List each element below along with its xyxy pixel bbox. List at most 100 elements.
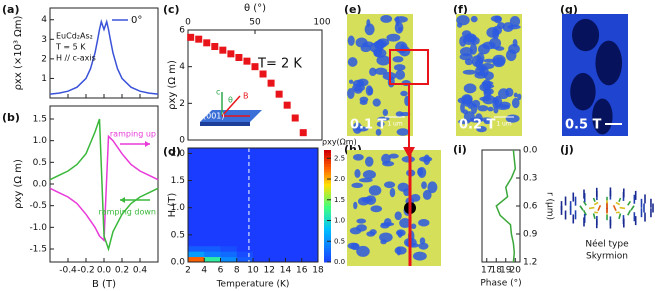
x-tick-label: -0.4 [59,266,77,276]
colorbar-segment [324,194,331,199]
y-tick-label: 0.0 [171,258,186,268]
mfm-domain [380,14,393,23]
colorbar-segment [324,242,331,246]
mfm-domain [517,93,522,101]
colorbar-segment [324,166,331,171]
mfm-domain [382,160,395,167]
panel-label: (g) [560,3,578,16]
heatmap-cell [301,256,319,263]
mfm-domain [592,98,613,135]
x-tick-label: 4 [201,266,207,276]
colorbar-segment [324,250,331,255]
x-tick-label: 0.0 [97,266,112,276]
colorbar-segment [324,175,331,179]
mfm-domain [358,178,373,183]
colorbar-segment [324,192,331,196]
y-tick-label: 0.5 [33,158,47,168]
mfm-domain [395,69,406,80]
mfm-domain [511,97,520,109]
panel-label: (c) [163,3,180,16]
mfm-domain [395,111,404,117]
mfm-domain [412,251,427,261]
mfm-domain [418,242,429,250]
x-tick-label: 8 [234,266,240,276]
y-tick-label: 0.5 [334,237,345,245]
y-tick-label: 0 [179,136,185,146]
mfm-domain [394,211,402,221]
mfm-domain [376,55,391,66]
data-line [49,18,159,95]
mfm-domain [509,16,521,27]
heatmap-cell [253,245,270,252]
heatmap-cell [285,245,303,252]
mfm-domain [354,169,361,178]
heatmap-cell [220,256,238,263]
mfm-domain [498,101,511,109]
x-tick-label: 20 [510,266,522,276]
heatmap-cell [236,148,254,247]
mfm-domain [477,65,487,72]
mfm-domain [513,92,518,98]
data-line [495,149,517,263]
marker [211,43,219,50]
mfm-domain [356,218,367,224]
mfm-domain [383,181,396,189]
colorbar-segment [324,234,331,238]
y-tick-label: 2.5 [334,154,345,162]
mfm-domain [394,21,404,34]
heatmap-cell [269,148,286,247]
mfm-domain [476,126,487,133]
marker [299,129,307,137]
colorbar-segment [324,183,331,187]
inset-label: c [216,88,220,97]
colorbar-segment [324,248,331,252]
heatmap-cell [285,251,303,258]
mfm-domain [493,106,499,114]
colorbar-segment [324,203,331,207]
y-tick-label: 2 [179,99,185,109]
x-tick-label: 18 [312,266,324,276]
panel-label: (j) [560,143,574,156]
spin-arrow [588,206,595,210]
y-tick-label: 6 [179,26,185,36]
mfm-domain [570,72,596,111]
colorbar-segment [324,178,331,182]
arrow-head [120,197,125,203]
y-tick-label: 1 [41,74,47,84]
x-axis-label: B (T) [92,279,116,290]
heatmap-cell [253,148,270,247]
mfm-domain [394,246,407,255]
mfm-domain [572,18,600,52]
mfm-domain [347,35,355,46]
colorbar-segment [324,253,331,257]
colorbar-segment [324,222,331,227]
mfm-domain [357,197,370,206]
x-tick-label: 19 [500,266,512,276]
y-tick-label: -0.5 [29,201,47,211]
heatmap-cell [220,251,238,258]
marker [227,50,235,58]
x-tick-label: 12 [264,266,275,276]
mfm-domain [374,67,388,75]
mfm-domain [370,205,383,213]
colorbar-segment [324,161,331,165]
marker [187,33,195,41]
x-axis-label: θ (°) [244,3,266,14]
mfm-domain [482,41,496,50]
spin-arrow [612,204,617,212]
mfm-domain [490,15,502,22]
marker [291,114,299,122]
mfm-domain [396,128,410,136]
annotation: T = 5 K [55,43,86,52]
series-label: ramping up [110,130,156,139]
mfm-domain [350,242,360,251]
colorbar-segment [324,164,331,168]
spin-arrow [592,197,596,202]
marker [275,90,283,98]
mfm-domain [377,38,390,47]
series-label: ramping down [98,208,156,217]
mfm-domain [469,117,483,123]
y-axis-label: r (μm) [545,192,555,220]
spin-arrow [593,201,599,206]
spin-arrow [615,201,621,206]
